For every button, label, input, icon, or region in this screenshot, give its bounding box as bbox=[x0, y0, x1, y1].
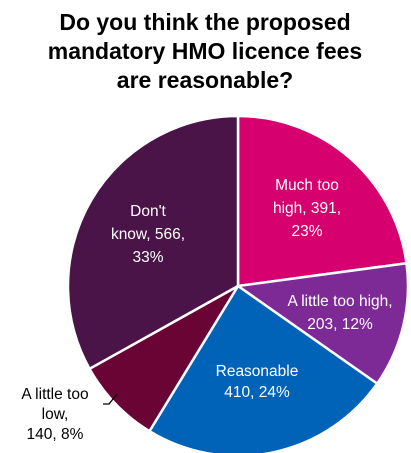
pie-slices bbox=[66, 114, 410, 453]
label-reasonable: Reasonable 410, 24% bbox=[216, 363, 299, 401]
leader-line-a-little-too-low bbox=[103, 393, 118, 405]
slice-don-t-know bbox=[66, 114, 240, 371]
slice-labels: Much too high, 391, 23% A little too high, 2… bbox=[21, 177, 392, 443]
chart-title-line-3: are reasonable? bbox=[117, 67, 293, 93]
label-a-little-too-low: A little too low, 140, 8% bbox=[21, 386, 88, 443]
label-much-too-high: Much too high, 391, 23% bbox=[273, 177, 341, 240]
label-a-little-too-high: A little too high, 203, 12% bbox=[287, 293, 392, 333]
chart-title-line-1: Do you think the proposed bbox=[59, 9, 350, 35]
label-don-t-know: Don't know, 566, 33% bbox=[111, 203, 185, 266]
chart-title: Do you think the proposed mandatory HMO l… bbox=[48, 9, 362, 93]
chart-title-line-2: mandatory HMO licence fees bbox=[48, 38, 362, 64]
slice-a-little-too-high bbox=[236, 262, 410, 385]
slice-reasonable bbox=[148, 284, 379, 453]
slice-much-too-high bbox=[236, 114, 408, 288]
slice-a-little-too-low bbox=[88, 284, 240, 433]
leader-lines bbox=[103, 393, 118, 405]
